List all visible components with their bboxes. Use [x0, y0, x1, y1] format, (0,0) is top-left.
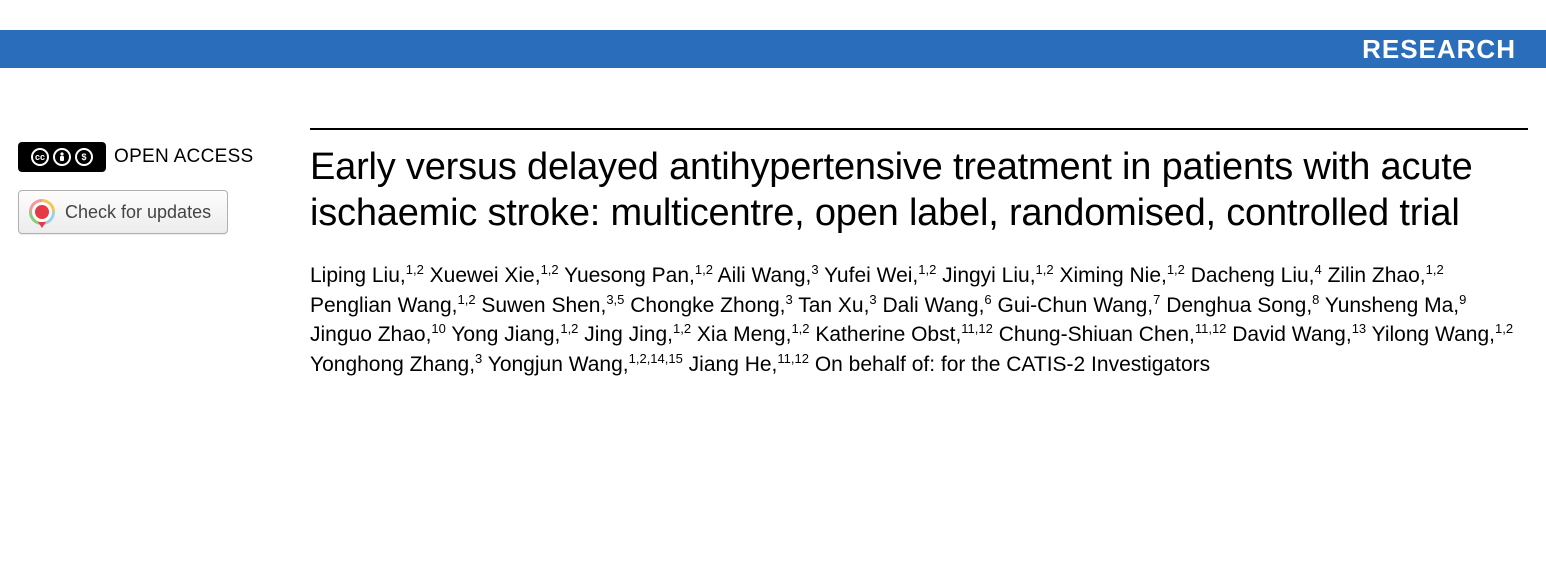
check-updates-label: Check for updates	[65, 202, 211, 223]
open-access-row: cc $ OPEN ACCESS	[18, 142, 290, 172]
cc-license-icon: cc $	[18, 142, 106, 172]
cc-icon: cc	[31, 148, 49, 166]
article-header: Early versus delayed antihypertensive tr…	[310, 128, 1528, 380]
open-access-label: OPEN ACCESS	[114, 146, 254, 168]
sidebar: cc $ OPEN ACCESS Check for updates	[18, 128, 290, 380]
crossmark-icon	[29, 199, 55, 225]
check-updates-button[interactable]: Check for updates	[18, 190, 228, 234]
by-icon	[53, 148, 71, 166]
banner-label: RESEARCH	[1362, 34, 1516, 65]
nc-icon: $	[75, 148, 93, 166]
article-title: Early versus delayed antihypertensive tr…	[310, 144, 1528, 237]
content-row: cc $ OPEN ACCESS Check for updates Early…	[0, 128, 1546, 380]
section-banner: RESEARCH	[0, 30, 1546, 68]
author-list: Liping Liu,1,2 Xuewei Xie,1,2 Yuesong Pa…	[310, 261, 1528, 380]
